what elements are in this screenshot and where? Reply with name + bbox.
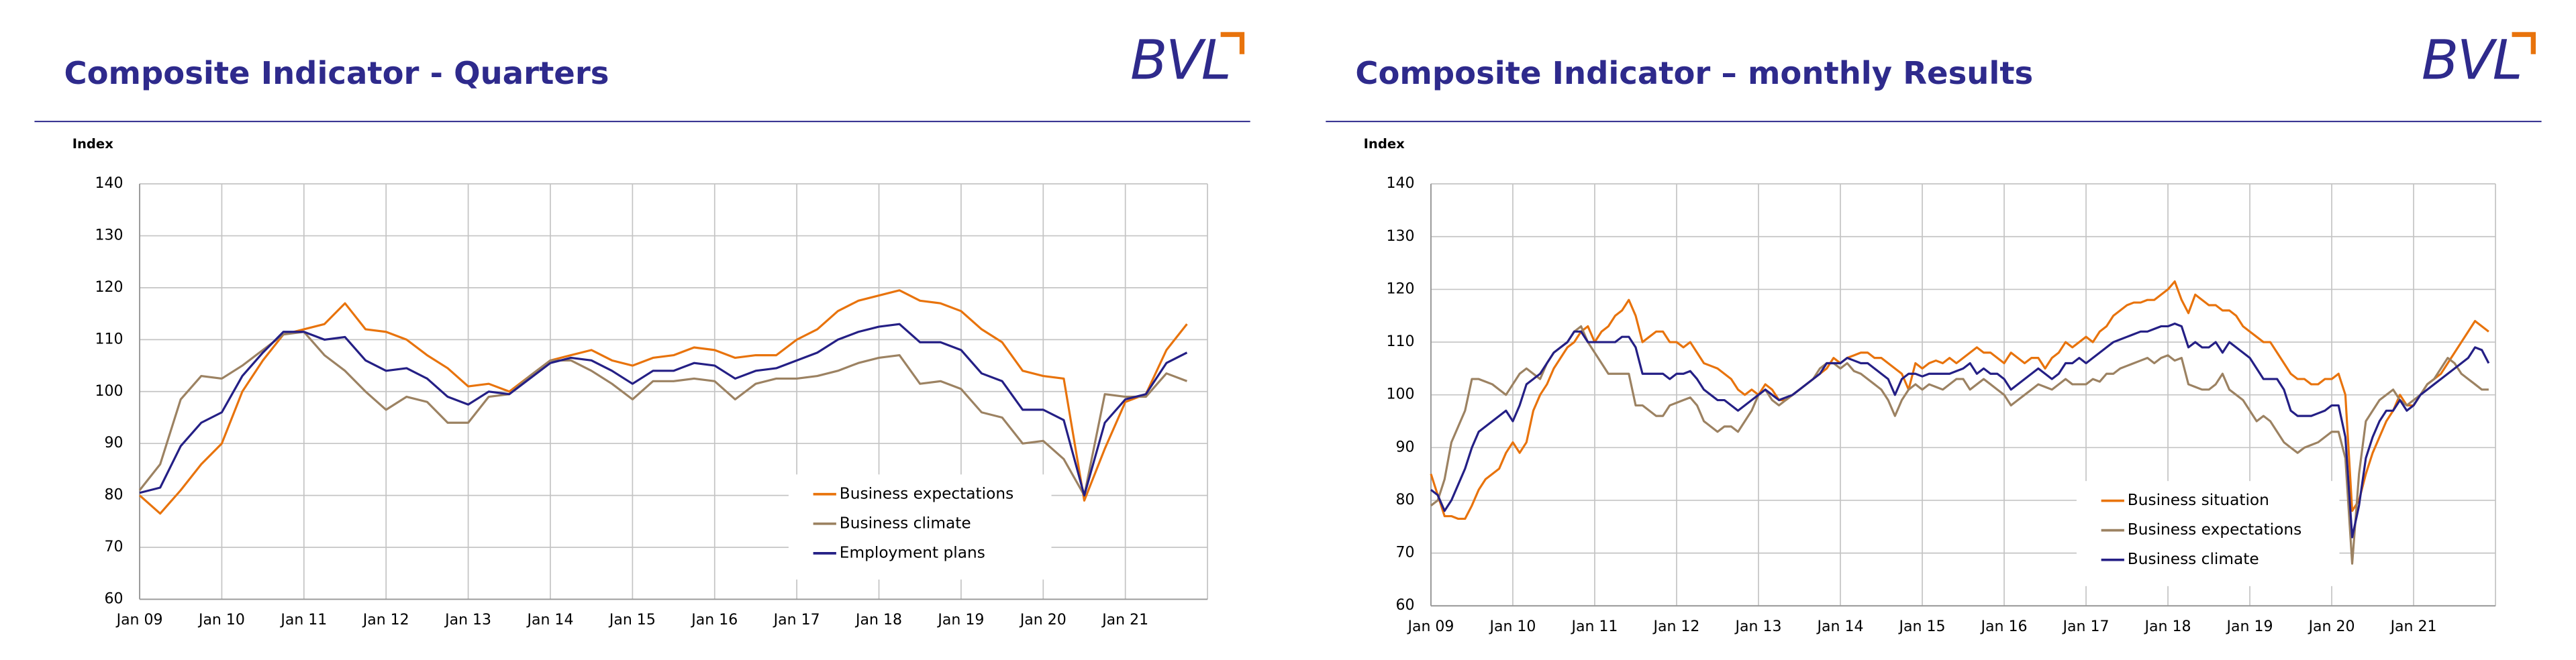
logo: BVL xyxy=(2422,29,2521,92)
y-tick-label: 130 xyxy=(1386,228,1414,245)
legend-label: Business climate xyxy=(840,514,971,532)
y-tick-label: 140 xyxy=(1386,175,1414,192)
x-tick-label: Jan 10 xyxy=(197,612,245,628)
x-tick-label: Jan 14 xyxy=(526,612,574,628)
x-tick-label: Jan 20 xyxy=(2308,618,2355,635)
legend-label: Business expectations xyxy=(840,484,1013,502)
x-tick-label: Jan 14 xyxy=(1816,618,1864,635)
x-tick-label: Jan 13 xyxy=(444,612,491,628)
y-tick-label: 120 xyxy=(95,279,123,296)
series-line xyxy=(1430,322,2490,539)
y-tick-label: 120 xyxy=(1386,280,1414,297)
chart-title: Composite Indicator - Quarters xyxy=(64,55,609,91)
y-tick-label: 80 xyxy=(105,487,123,504)
y-tick-label: 60 xyxy=(1395,597,1414,614)
y-tick-label: 90 xyxy=(1395,439,1414,455)
x-tick-label: Jan 09 xyxy=(115,612,163,628)
x-tick-label: Jan 17 xyxy=(2062,618,2110,635)
y-tick-label: 130 xyxy=(95,227,123,244)
y-tick-label: 110 xyxy=(95,331,123,347)
y-tick-label: 140 xyxy=(95,175,123,192)
series-line xyxy=(1430,280,2489,520)
legend-label: Business climate xyxy=(2128,550,2259,568)
y-axis-label: Index xyxy=(1364,136,1405,152)
series-line xyxy=(138,331,1188,497)
x-tick-label: Jan 21 xyxy=(1101,612,1148,628)
y-tick-label: 100 xyxy=(95,383,123,400)
x-tick-label: Jan 12 xyxy=(1652,618,1699,635)
x-tick-label: Jan 20 xyxy=(1019,612,1067,628)
x-tick-label: Jan 16 xyxy=(1980,618,2028,635)
legend-label: Employment plans xyxy=(840,543,985,561)
x-tick-label: Jan 19 xyxy=(2226,618,2273,635)
legend-label: Business situation xyxy=(2128,491,2269,509)
y-tick-label: 80 xyxy=(1395,492,1414,508)
y-tick-label: 60 xyxy=(105,590,123,607)
y-tick-label: 70 xyxy=(1395,545,1414,561)
x-tick-label: Jan 17 xyxy=(773,612,820,628)
x-tick-label: Jan 19 xyxy=(936,612,984,628)
legend-label: Business expectations xyxy=(2128,520,2301,539)
x-tick-label: Jan 18 xyxy=(2144,618,2191,635)
legend-box xyxy=(788,474,1052,580)
x-tick-label: Jan 15 xyxy=(608,612,656,628)
series-line xyxy=(139,323,1188,497)
y-tick-label: 70 xyxy=(105,539,123,555)
series-line xyxy=(139,289,1188,515)
series-line xyxy=(1430,325,2489,565)
y-axis-label: Index xyxy=(72,136,114,152)
x-tick-label: Jan 15 xyxy=(1898,618,1946,635)
x-tick-label: Jan 10 xyxy=(1488,618,1536,635)
y-tick-label: 100 xyxy=(1386,386,1414,403)
logo-corner xyxy=(1220,32,1245,54)
y-tick-label: 110 xyxy=(1386,333,1414,350)
x-tick-label: Jan 13 xyxy=(1734,618,1782,635)
chart-title: Composite Indicator – monthly Results xyxy=(1355,55,2033,91)
x-tick-label: Jan 12 xyxy=(362,612,409,628)
x-tick-label: Jan 16 xyxy=(690,612,738,628)
x-tick-label: Jan 11 xyxy=(279,612,327,628)
legend-box xyxy=(2076,481,2340,586)
logo: BVL xyxy=(1130,29,1230,92)
y-tick-label: 90 xyxy=(105,435,123,451)
x-tick-label: Jan 18 xyxy=(854,612,902,628)
logo-corner xyxy=(2512,32,2536,54)
x-tick-label: Jan 11 xyxy=(1570,618,1618,635)
x-tick-label: Jan 21 xyxy=(2389,618,2437,635)
x-tick-label: Jan 09 xyxy=(1406,618,1454,635)
